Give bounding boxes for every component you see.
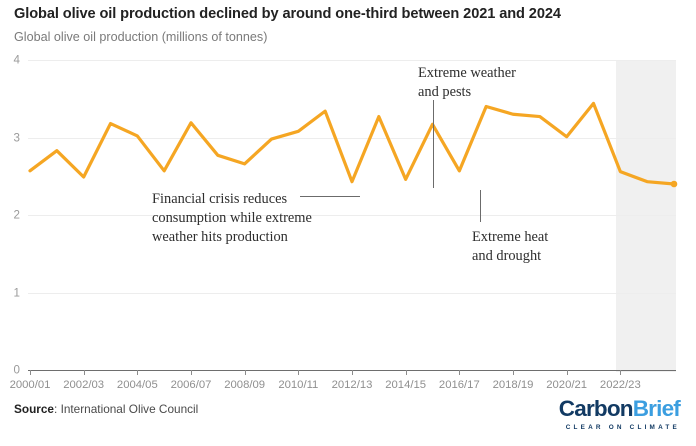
source-separator: : (54, 402, 61, 416)
source-label: Source (14, 402, 54, 416)
y-gridline (28, 60, 676, 61)
annotation-line: and pests (418, 84, 472, 101)
y-gridline (28, 215, 676, 216)
x-axis-tick (405, 370, 407, 375)
x-axis-tick-label: 2014/15 (385, 379, 427, 391)
annotation-line: and drought (472, 248, 542, 265)
x-axis-tick-label: 2016/17 (438, 379, 480, 391)
x-axis-tick (298, 370, 300, 375)
x-axis-tick-label: 2012/13 (331, 379, 373, 391)
x-axis-tick (244, 370, 246, 375)
x-axis-tick (513, 370, 514, 375)
x-axis-tick-label: 2004/05 (116, 379, 158, 391)
series-end-marker (670, 180, 678, 188)
x-axis-tick (191, 370, 192, 375)
x-axis-tick-label: 2006/07 (170, 379, 212, 391)
annotation-line: Extreme weather (418, 65, 516, 81)
leader-extreme-heat-drought (480, 190, 481, 222)
logo-wordmark: CarbonBrief (558, 396, 681, 421)
plot-area: 0 1 2 3 4 2000/01 2002/03 2004/05 2006/07 2008/09… (10, 54, 678, 391)
annotation-line: weather hits production (152, 229, 288, 246)
y-axis-tick-label: 4 (13, 53, 20, 67)
annotation-extreme-weather-pests: Extreme weather and pests (418, 64, 516, 102)
y-axis-tick-label: 2 (13, 208, 20, 222)
annotation-line: Financial crisis reduces (152, 191, 288, 207)
x-axis-tick (30, 370, 31, 375)
x-axis-tick-label: 2020/21 (546, 379, 588, 391)
chart-title: Global olive oil production declined by … (14, 6, 561, 22)
x-axis-tick (620, 370, 622, 375)
x-axis-tick-label: 2002/03 (63, 379, 105, 391)
x-axis-tick (83, 370, 85, 375)
x-axis-tick-label: 2022/23 (599, 379, 641, 391)
carbonbrief-logo: CarbonBrief CLEAR ON CLIMATE (558, 396, 681, 431)
y-axis-tick-label: 1 (13, 286, 20, 299)
y-gridline (28, 292, 676, 294)
x-axis-tick (352, 370, 353, 375)
footer-divider (0, 392, 696, 393)
highlight-band (616, 60, 676, 372)
x-axis-tick (459, 370, 461, 375)
logo-brief-text: Brief (632, 396, 681, 421)
y-gridline (28, 137, 676, 139)
annotation-line: consumption while extreme (152, 210, 312, 227)
x-axis-tick-label: 2008/09 (224, 379, 266, 391)
source-text: International Olive Council (60, 402, 199, 416)
data-series-line (28, 101, 678, 188)
x-axis-tick-label: 2010/11 (278, 379, 319, 391)
annotation-line: Extreme heat (472, 229, 549, 245)
source-note: Source: International Olive Council (14, 402, 198, 416)
chart-subtitle: Global olive oil production (millions of… (14, 30, 268, 44)
leader-extreme-weather-pests (433, 100, 434, 188)
x-axis-tick-label: 2018/19 (492, 379, 534, 391)
y-axis-tick-label: 0 (13, 363, 20, 377)
x-axis-tick-label: 2000/01 (9, 379, 51, 391)
logo-tagline: CLEAR ON CLIMATE (565, 423, 680, 431)
x-axis-tick (137, 370, 139, 375)
y-axis-tick-label: 3 (13, 131, 20, 144)
annotation-extreme-heat-drought: Extreme heat and drought (472, 228, 548, 266)
leader-financial-crisis (300, 196, 360, 197)
x-axis-tick (566, 370, 568, 375)
logo-carbon-text: Carbon (558, 396, 634, 421)
annotation-financial-crisis: Financial crisis reduces consumption whil… (152, 190, 312, 247)
